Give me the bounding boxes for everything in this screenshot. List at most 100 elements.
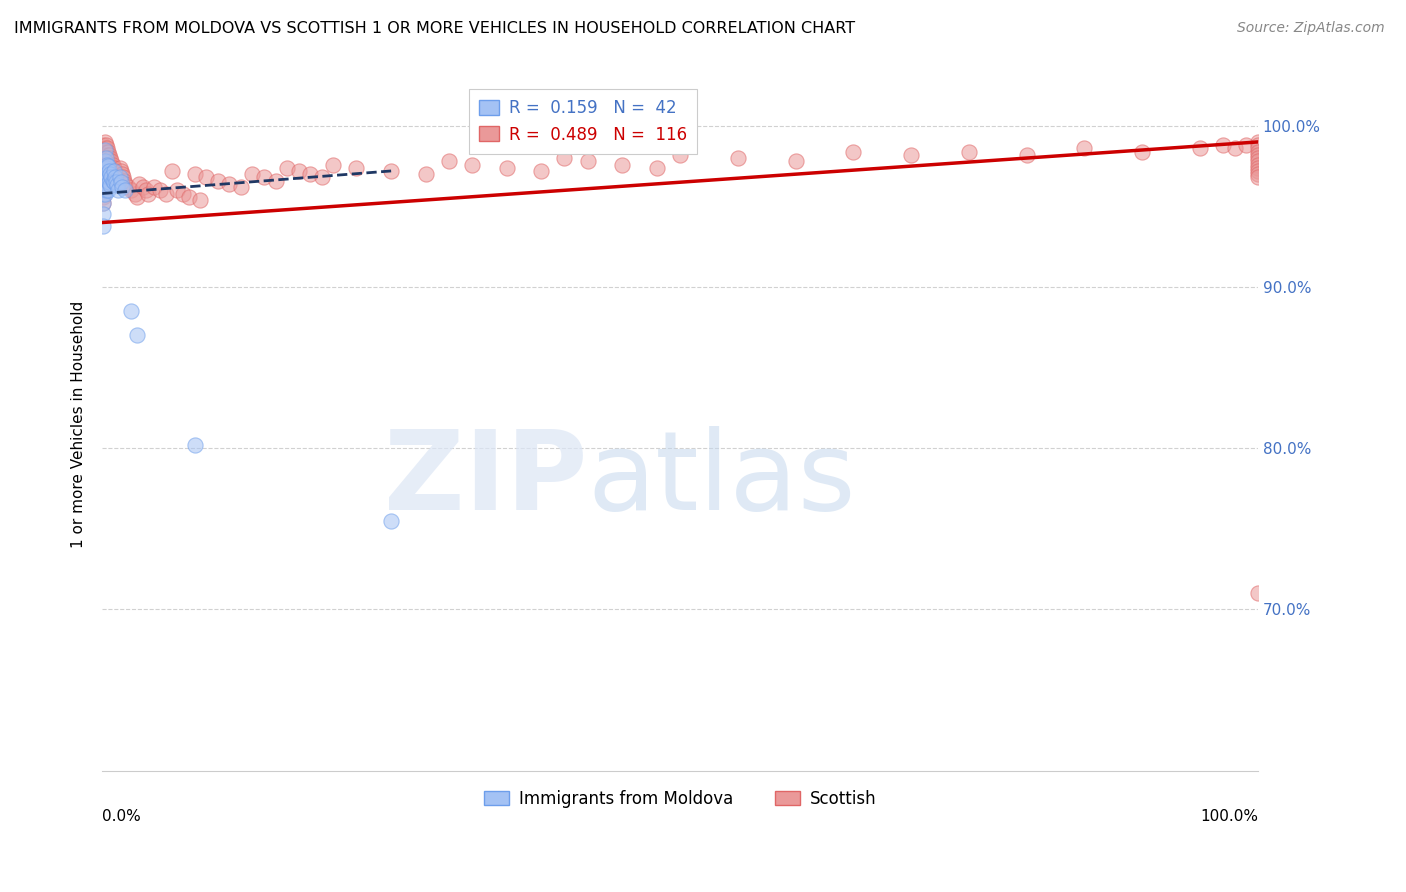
Point — [98, 175, 121, 189]
Point — [93, 145, 115, 159]
Point — [111, 167, 134, 181]
Point — [94, 138, 117, 153]
Point — [135, 183, 157, 197]
Point — [103, 164, 125, 178]
Point — [93, 207, 115, 221]
Point — [1247, 148, 1270, 162]
Point — [253, 170, 276, 185]
Point — [1073, 141, 1095, 155]
Point — [93, 177, 115, 191]
Point — [97, 183, 120, 197]
Point — [112, 173, 135, 187]
Point — [93, 178, 115, 193]
Point — [415, 167, 437, 181]
Point — [131, 180, 153, 194]
Point — [114, 183, 136, 197]
Point — [98, 148, 121, 162]
Point — [461, 157, 484, 171]
Point — [177, 190, 200, 204]
Point — [120, 304, 142, 318]
Point — [1234, 138, 1257, 153]
Point — [530, 164, 553, 178]
Point — [143, 180, 166, 194]
Point — [114, 177, 136, 191]
Point — [93, 183, 115, 197]
Point — [125, 190, 148, 204]
Point — [96, 148, 118, 162]
Point — [93, 219, 115, 233]
Point — [111, 180, 134, 194]
Point — [94, 145, 117, 159]
Text: 0.0%: 0.0% — [103, 809, 141, 824]
Point — [108, 161, 131, 175]
Point — [553, 151, 575, 165]
Point — [125, 328, 148, 343]
Point — [107, 183, 129, 197]
Point — [1247, 161, 1270, 175]
Point — [128, 177, 150, 191]
Point — [1247, 154, 1270, 169]
Point — [94, 164, 117, 178]
Point — [93, 161, 115, 175]
Point — [96, 167, 118, 181]
Point — [612, 157, 634, 171]
Point — [93, 196, 115, 211]
Point — [183, 167, 205, 181]
Point — [93, 167, 115, 181]
Point — [98, 164, 121, 178]
Point — [1247, 135, 1270, 149]
Point — [93, 164, 115, 178]
Point — [100, 170, 122, 185]
Point — [1223, 141, 1246, 155]
Point — [276, 161, 298, 175]
Point — [98, 154, 121, 169]
Point — [98, 178, 121, 193]
Point — [346, 161, 368, 175]
Point — [97, 170, 120, 185]
Point — [842, 145, 865, 159]
Point — [183, 438, 205, 452]
Point — [101, 173, 124, 187]
Point — [264, 173, 287, 187]
Point — [138, 186, 160, 201]
Point — [96, 161, 118, 175]
Point — [669, 148, 692, 162]
Point — [1247, 157, 1270, 171]
Point — [957, 145, 980, 159]
Point — [299, 167, 322, 181]
Point — [93, 138, 115, 153]
Point — [218, 177, 240, 191]
Point — [93, 170, 115, 185]
Point — [495, 161, 517, 175]
Point — [93, 154, 115, 169]
Point — [105, 170, 128, 185]
Point — [287, 164, 309, 178]
Point — [100, 154, 122, 169]
Point — [93, 173, 115, 187]
Point — [93, 141, 115, 155]
Point — [93, 148, 115, 162]
Point — [166, 183, 188, 197]
Point — [1247, 164, 1270, 178]
Text: Source: ZipAtlas.com: Source: ZipAtlas.com — [1237, 21, 1385, 35]
Point — [101, 164, 124, 178]
Point — [900, 148, 922, 162]
Text: 100.0%: 100.0% — [1199, 809, 1258, 824]
Point — [91, 164, 114, 178]
Point — [97, 145, 120, 159]
Point — [207, 173, 229, 187]
Point — [149, 183, 172, 197]
Point — [1247, 141, 1270, 155]
Point — [120, 183, 142, 197]
Point — [1247, 151, 1270, 165]
Point — [94, 151, 117, 165]
Point — [96, 141, 118, 155]
Point — [94, 161, 117, 175]
Point — [104, 170, 127, 185]
Point — [98, 157, 121, 171]
Point — [94, 183, 117, 197]
Point — [93, 170, 115, 185]
Text: atlas: atlas — [588, 426, 856, 533]
Point — [93, 157, 115, 171]
Point — [105, 167, 128, 181]
